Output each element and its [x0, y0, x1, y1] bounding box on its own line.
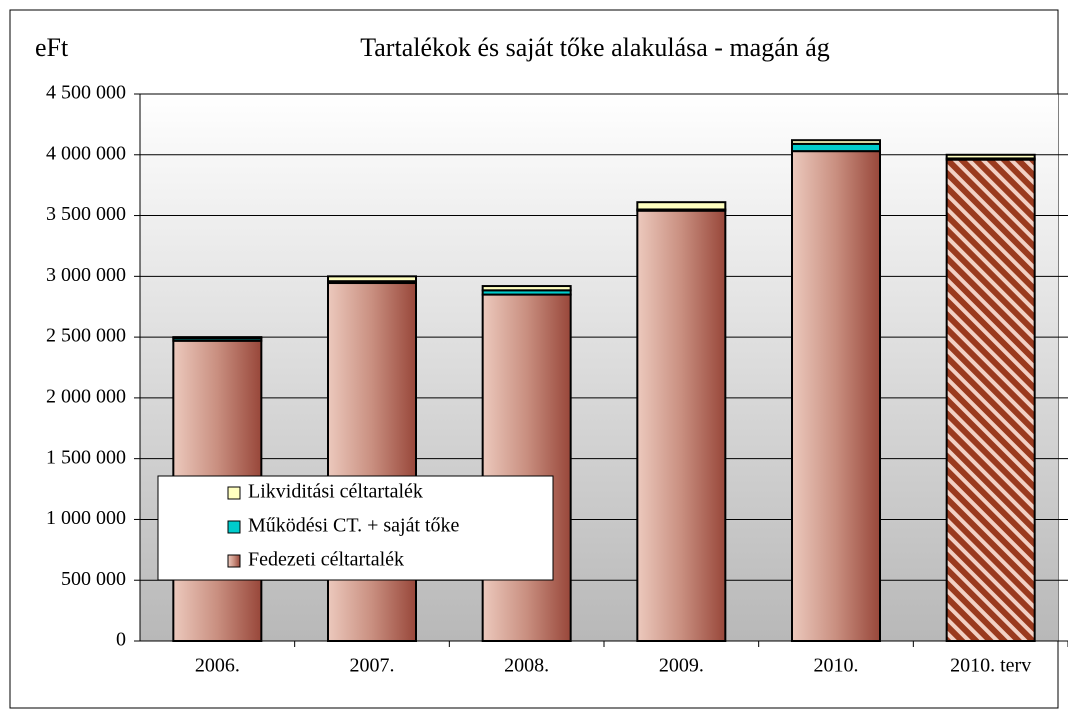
legend-swatch — [227, 554, 241, 568]
bar-segment — [636, 209, 727, 642]
x-tick-label: 2009. — [659, 655, 704, 677]
legend-box — [157, 475, 554, 581]
bar-segment — [945, 158, 1036, 642]
bar-segment — [327, 275, 417, 283]
x-tick-label: 2010. terv — [950, 655, 1031, 677]
x-tick-label: 2008. — [504, 655, 549, 677]
bar-segment — [172, 336, 263, 340]
y-tick-label: 2 000 000 — [46, 385, 126, 407]
bar-segment — [481, 285, 572, 292]
bar-segment — [791, 150, 881, 642]
bar-segment — [481, 293, 572, 642]
bar-segment — [327, 282, 417, 642]
y-tick-label: 4 500 000 — [46, 82, 126, 104]
legend-swatch — [227, 520, 241, 534]
legend-swatch — [227, 486, 241, 500]
x-tick-label: 2010. — [814, 655, 859, 677]
legend-label: Likviditási céltartalék — [248, 481, 423, 503]
y-tick-label: 3 000 000 — [46, 264, 126, 286]
x-tick-label: 2007. — [350, 655, 395, 677]
y-axis-label: eFt — [35, 33, 69, 62]
bar-segment — [791, 139, 881, 145]
y-tick-label: 0 — [116, 629, 126, 651]
bar-segment — [791, 142, 881, 153]
y-tick-label: 2 500 000 — [46, 325, 126, 347]
y-tick-label: 500 000 — [61, 568, 126, 590]
y-tick-label: 3 500 000 — [46, 203, 126, 225]
y-tick-label: 4 000 000 — [46, 142, 126, 164]
x-tick-label: 2006. — [195, 655, 240, 677]
chart-title: Tartalékok és saját tőke alakulása - mag… — [360, 33, 830, 62]
legend-label: Működési CT. + saját tőke — [248, 515, 460, 537]
y-tick-label: 1 000 000 — [46, 507, 126, 529]
bar-segment — [945, 153, 1036, 160]
bar-segment — [636, 201, 727, 211]
y-tick-label: 1 500 000 — [46, 446, 126, 468]
legend-label: Fedezeti céltartalék — [248, 549, 404, 571]
